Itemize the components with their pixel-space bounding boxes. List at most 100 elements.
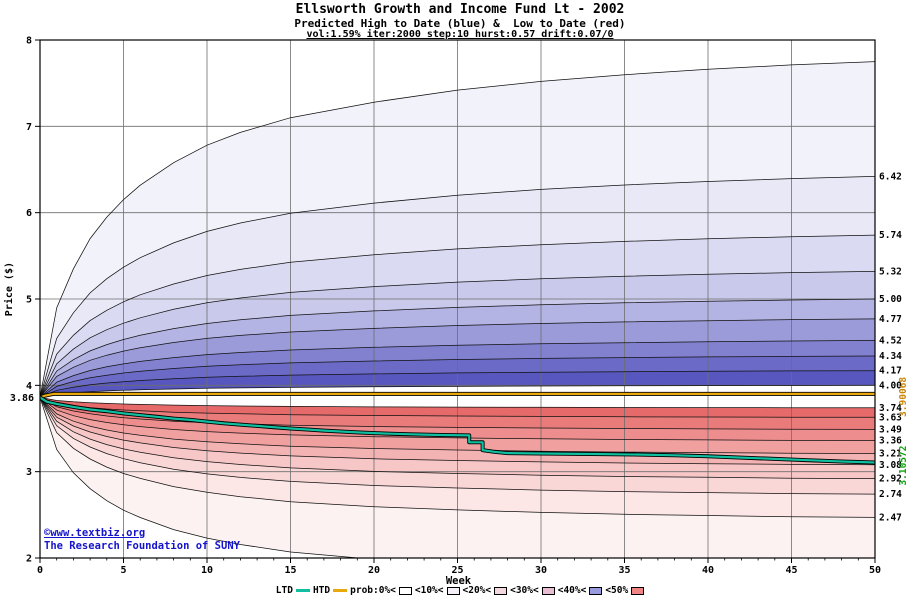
legend-label: <40%< bbox=[557, 585, 587, 596]
probability-band bbox=[40, 397, 875, 430]
legend-box-swatch bbox=[541, 586, 555, 595]
quantile-curve bbox=[40, 397, 875, 409]
x-tick-label: 15 bbox=[284, 565, 296, 576]
right-price-label: 3.49 bbox=[879, 424, 902, 435]
quantile-curve bbox=[40, 397, 875, 454]
watermark-link[interactable]: ©www.textbiz.org bbox=[44, 527, 146, 539]
right-price-label: 3.36 bbox=[879, 436, 902, 447]
legend-line-swatch bbox=[295, 589, 310, 592]
probability-band bbox=[40, 356, 875, 398]
y-tick-label: 6 bbox=[26, 208, 32, 219]
legend-label: <10%< bbox=[414, 585, 444, 596]
right-price-label: 3.74 bbox=[879, 403, 902, 414]
quantile-curve bbox=[40, 318, 875, 398]
right-price-label: 5.32 bbox=[879, 266, 902, 277]
x-tick-label: 30 bbox=[535, 565, 547, 576]
watermark-org: The Research Foundation of SUNY bbox=[44, 540, 240, 552]
legend-box-swatch bbox=[494, 586, 508, 595]
x-tick-label: 45 bbox=[785, 565, 797, 576]
probability-band bbox=[40, 61, 875, 398]
x-tick-label: 0 bbox=[37, 565, 43, 576]
probability-band bbox=[40, 235, 875, 398]
quantile-curve bbox=[40, 397, 875, 466]
legend-label: <30%< bbox=[510, 585, 539, 596]
legend-label: <20%< bbox=[462, 585, 492, 596]
probability-band bbox=[40, 397, 875, 465]
probability-band bbox=[40, 397, 875, 479]
quantile-curve bbox=[40, 234, 875, 398]
x-tick-label: 20 bbox=[368, 565, 380, 576]
y-tick-label: 5 bbox=[26, 295, 32, 306]
right-price-label: 5.74 bbox=[879, 230, 902, 241]
right-price-label: 4.77 bbox=[879, 314, 902, 325]
watermark: ©www.textbiz.org The Research Foundation… bbox=[44, 527, 240, 553]
quantile-curve bbox=[40, 61, 875, 398]
probability-band bbox=[40, 397, 875, 441]
quantile-curve bbox=[40, 271, 875, 398]
probability-band bbox=[40, 318, 875, 398]
x-tick-label: 40 bbox=[702, 565, 714, 576]
y-tick-label: 4 bbox=[26, 381, 32, 392]
y-tick-label: 2 bbox=[26, 554, 32, 565]
quantile-curve bbox=[40, 397, 363, 558]
right-price-label: 3.21 bbox=[879, 449, 902, 460]
quantile-curve bbox=[40, 370, 875, 398]
ltd-end-label: 3.10572 bbox=[898, 446, 909, 486]
ltd-line bbox=[40, 396, 875, 464]
quantile-curve bbox=[40, 397, 875, 495]
legend: LTD HTD prob:0%< <10%< <20%< <30%< <40%< <50% bbox=[0, 585, 920, 596]
quantile-curve bbox=[40, 176, 875, 398]
x-tick-label: 35 bbox=[618, 565, 630, 576]
right-price-label: 4.00 bbox=[879, 380, 902, 391]
quantile-curve bbox=[40, 340, 875, 398]
chart-title: Ellsworth Growth and Income Fund Lt - 20… bbox=[295, 2, 625, 17]
y-tick-label: 7 bbox=[26, 122, 32, 133]
x-tick-label: 10 bbox=[201, 565, 213, 576]
legend-line-swatch bbox=[333, 589, 348, 592]
legend-box-swatch bbox=[589, 586, 603, 595]
right-price-label: 6.42 bbox=[879, 171, 902, 182]
probability-band bbox=[40, 176, 875, 398]
x-axis-title: Week bbox=[445, 575, 472, 587]
legend-box-swatch bbox=[631, 586, 645, 595]
quantile-curve bbox=[40, 397, 875, 441]
legend-label: <50% bbox=[605, 585, 629, 596]
right-price-label: 3.08 bbox=[879, 460, 902, 471]
y-axis-title: Price ($) bbox=[4, 262, 15, 317]
probability-band bbox=[40, 397, 875, 518]
right-price-label: 2.92 bbox=[879, 474, 902, 485]
probability-band bbox=[40, 397, 875, 558]
right-price-label: 4.34 bbox=[879, 351, 902, 362]
quantile-curve bbox=[40, 355, 875, 398]
right-price-label: 2.47 bbox=[879, 512, 902, 523]
plot-area bbox=[40, 40, 875, 558]
htd-line bbox=[40, 392, 875, 399]
x-tick-label: 5 bbox=[120, 565, 126, 576]
probability-band bbox=[40, 340, 875, 398]
quantile-curve bbox=[40, 298, 875, 398]
htd-end-label: 3.90068 bbox=[898, 377, 909, 417]
legend-label: HTD bbox=[312, 585, 331, 596]
probability-band bbox=[40, 397, 875, 495]
y-tick-label: 3 bbox=[26, 467, 32, 478]
x-tick-label: 50 bbox=[869, 565, 881, 576]
quantile-curve bbox=[40, 397, 875, 518]
legend-label: LTD bbox=[275, 585, 293, 596]
right-price-label: 2.74 bbox=[879, 489, 902, 500]
legend-label: prob:0%< bbox=[350, 585, 396, 596]
probability-band bbox=[40, 271, 875, 398]
legend-box-swatch bbox=[398, 586, 412, 595]
probability-band bbox=[40, 299, 875, 398]
chart-subtitle: Predicted High to Date (blue) & Low to D… bbox=[294, 17, 626, 30]
right-price-label: 4.52 bbox=[879, 335, 902, 346]
quantile-curve bbox=[40, 397, 875, 479]
start-price-label: 3.86 bbox=[10, 393, 34, 404]
probability-band bbox=[40, 397, 875, 454]
legend-box-swatch bbox=[446, 586, 460, 595]
right-price-label: 3.63 bbox=[879, 412, 902, 423]
quantile-curve bbox=[40, 384, 875, 398]
right-price-label: 4.17 bbox=[879, 366, 902, 377]
chart-stats-line: vol:1.59% iter:2000 step:10 hurst:0.57 d… bbox=[306, 29, 614, 40]
x-tick-label: 25 bbox=[451, 565, 463, 576]
y-tick-label: 8 bbox=[26, 36, 32, 47]
